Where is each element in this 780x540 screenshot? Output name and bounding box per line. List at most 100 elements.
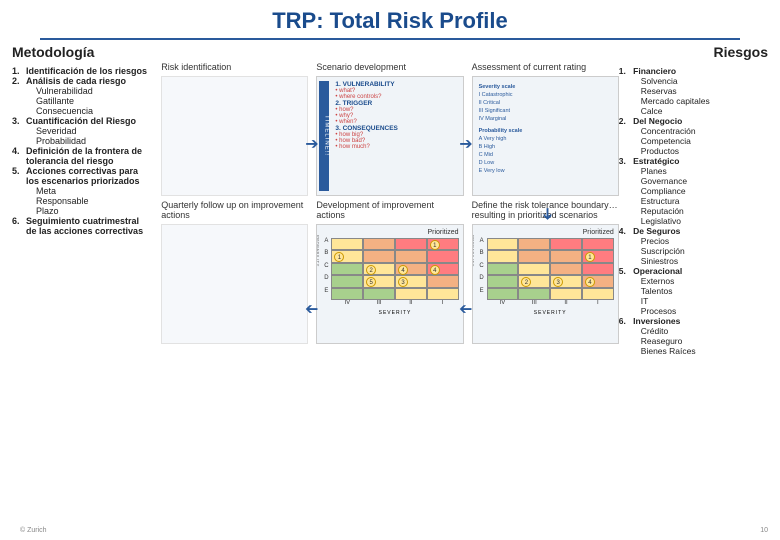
arrow-left-icon: ➔	[305, 299, 318, 319]
methodology-item: 2.Análisis de cada riesgoVulnerabilidadG…	[12, 76, 161, 116]
risks-list: 1. FinancieroSolvenciaReservasMercado ca…	[619, 66, 768, 356]
risk-dot: 1	[430, 240, 440, 250]
label-dev-actions: Development of improvement actions	[316, 200, 463, 220]
matrix-ylabel: C	[321, 263, 331, 275]
risk-dot: 2	[521, 277, 531, 287]
page-number: 10	[760, 527, 768, 534]
prob-row: B High	[479, 143, 612, 151]
box-assessment: Severity scale I Catastrophic II Critica…	[472, 76, 619, 196]
vuln-h2: 2. TRIGGER	[335, 100, 458, 107]
risks-heading: Riesgos	[619, 44, 768, 60]
risk-dot: 3	[398, 277, 408, 287]
box-scenario: TIMELINE!! 1. VULNERABILITY • what? • wh…	[316, 76, 463, 196]
risk-category: 5. OperacionalExternosTalentosITProcesos	[619, 266, 768, 316]
matrix-cell: 4	[427, 263, 459, 275]
risk-category: 3. EstratégicoPlanesGovernanceCompliance…	[619, 156, 768, 226]
matrix-cell	[550, 263, 582, 275]
methodology-heading: Metodología	[12, 44, 161, 60]
title-rule	[40, 38, 740, 40]
matrix-cell: 2	[363, 263, 395, 275]
matrix-cell: 1	[582, 250, 614, 262]
box-tolerance: Prioritized PROBABILITY AB1CD234EIVIIIII…	[472, 224, 619, 344]
matrix-cell: 5	[363, 275, 395, 287]
risk-dot: 1	[334, 252, 344, 262]
label-assessment: Assessment of current rating	[472, 62, 619, 72]
matrix-cell	[487, 263, 519, 275]
matrix-xlabel: III	[363, 300, 395, 310]
matrix-cell: 1	[427, 238, 459, 250]
risk-dot: 5	[366, 277, 376, 287]
risk-dot: 3	[553, 277, 563, 287]
prob-row: A Very high	[479, 135, 612, 143]
matrix-ylabel: E	[477, 288, 487, 300]
risk-dot: 4	[585, 277, 595, 287]
vuln-content: 1. VULNERABILITY • what? • where control…	[331, 77, 462, 154]
methodology-item: 3.Cuantificación del RiesgoSeveridadProb…	[12, 116, 161, 146]
sev-row: IV Marginal	[479, 115, 612, 123]
arrow-right-icon: ➔	[305, 134, 318, 154]
matrix-xlabel: II	[395, 300, 427, 310]
matrix-ylabel: D	[321, 275, 331, 287]
label-risk-id: Risk identification	[161, 62, 308, 72]
matrix-ylabel: B	[321, 250, 331, 262]
matrix-ylabel: C	[477, 263, 487, 275]
page-title: TRP: Total Risk Profile	[0, 0, 780, 36]
matrix-xlabel: II	[550, 300, 582, 310]
timeline-label: TIMELINE!!	[319, 81, 329, 191]
risk-category: 6. InversionesCréditoReaseguroBienes Raí…	[619, 316, 768, 356]
prob-row: E Very low	[479, 167, 612, 175]
methodology-column: Metodología 1.Identificación de los ries…	[12, 44, 161, 356]
sev-h: Severity scale	[479, 83, 612, 91]
sev-row: III Significant	[479, 107, 612, 115]
methodology-item: 6.Seguimiento cuatrimestral de las accio…	[12, 216, 161, 236]
matrix-xlabel: I	[582, 300, 614, 310]
matrix-cell	[427, 250, 459, 262]
label-quarterly: Quarterly follow up on improvement actio…	[161, 200, 308, 220]
matrix-xlabel: I	[427, 300, 459, 310]
matrix-cell	[487, 288, 519, 300]
matrix-title: Prioritized	[321, 229, 458, 236]
flow-column: Risk identification Scenario development…	[161, 44, 619, 356]
prob-axis: PROBABILITY	[316, 235, 320, 267]
vuln-q: • how much?	[335, 144, 458, 150]
matrix-cell	[331, 238, 363, 250]
severity-axis: SEVERITY	[331, 310, 458, 318]
matrix-xlabel: IV	[331, 300, 363, 310]
methodology-item: 4.Definición de la frontera de toleranci…	[12, 146, 161, 166]
rating-list: Severity scale I Catastrophic II Critica…	[473, 77, 618, 181]
matrix-cell	[331, 263, 363, 275]
matrix-ylabel: D	[477, 275, 487, 287]
arrow-left-icon: ➔	[459, 299, 472, 319]
matrix-cell	[427, 275, 459, 287]
matrix-cell	[582, 238, 614, 250]
matrix-cell	[395, 288, 427, 300]
risks-column: Riesgos 1. FinancieroSolvenciaReservasMe…	[619, 44, 768, 356]
matrix-cell	[518, 263, 550, 275]
sev-row: I Catastrophic	[479, 91, 612, 99]
main-layout: Metodología 1.Identificación de los ries…	[0, 44, 780, 356]
matrix-bc: Prioritized PROBABILITY A1B1C244D53EIVII…	[317, 225, 462, 322]
matrix-cell: 2	[518, 275, 550, 287]
matrix-cell	[331, 275, 363, 287]
matrix-cell	[518, 250, 550, 262]
flow-grid: Risk identification Scenario development…	[161, 44, 619, 344]
matrix-cell	[487, 275, 519, 287]
matrix-cell	[582, 288, 614, 300]
risk-dot: 1	[585, 252, 595, 262]
methodology-item: 5.Acciones correctivas para los escenari…	[12, 166, 161, 216]
risk-dot: 4	[430, 265, 440, 275]
prob-axis: PROBABILITY	[472, 235, 476, 267]
box-quarterly	[161, 224, 308, 344]
matrix-cell	[363, 250, 395, 262]
matrix-cell	[363, 238, 395, 250]
vuln-h1: 1. VULNERABILITY	[335, 81, 458, 88]
matrix-ylabel: B	[477, 250, 487, 262]
label-scenario: Scenario development	[316, 62, 463, 72]
prob-row: D Low	[479, 159, 612, 167]
matrix-cell	[331, 288, 363, 300]
matrix-cell: 4	[582, 275, 614, 287]
prob-h: Probability scale	[479, 127, 612, 135]
box-dev-actions: Prioritized PROBABILITY A1B1C244D53EIVII…	[316, 224, 463, 344]
severity-axis: SEVERITY	[487, 310, 614, 318]
matrix-cell	[550, 250, 582, 262]
